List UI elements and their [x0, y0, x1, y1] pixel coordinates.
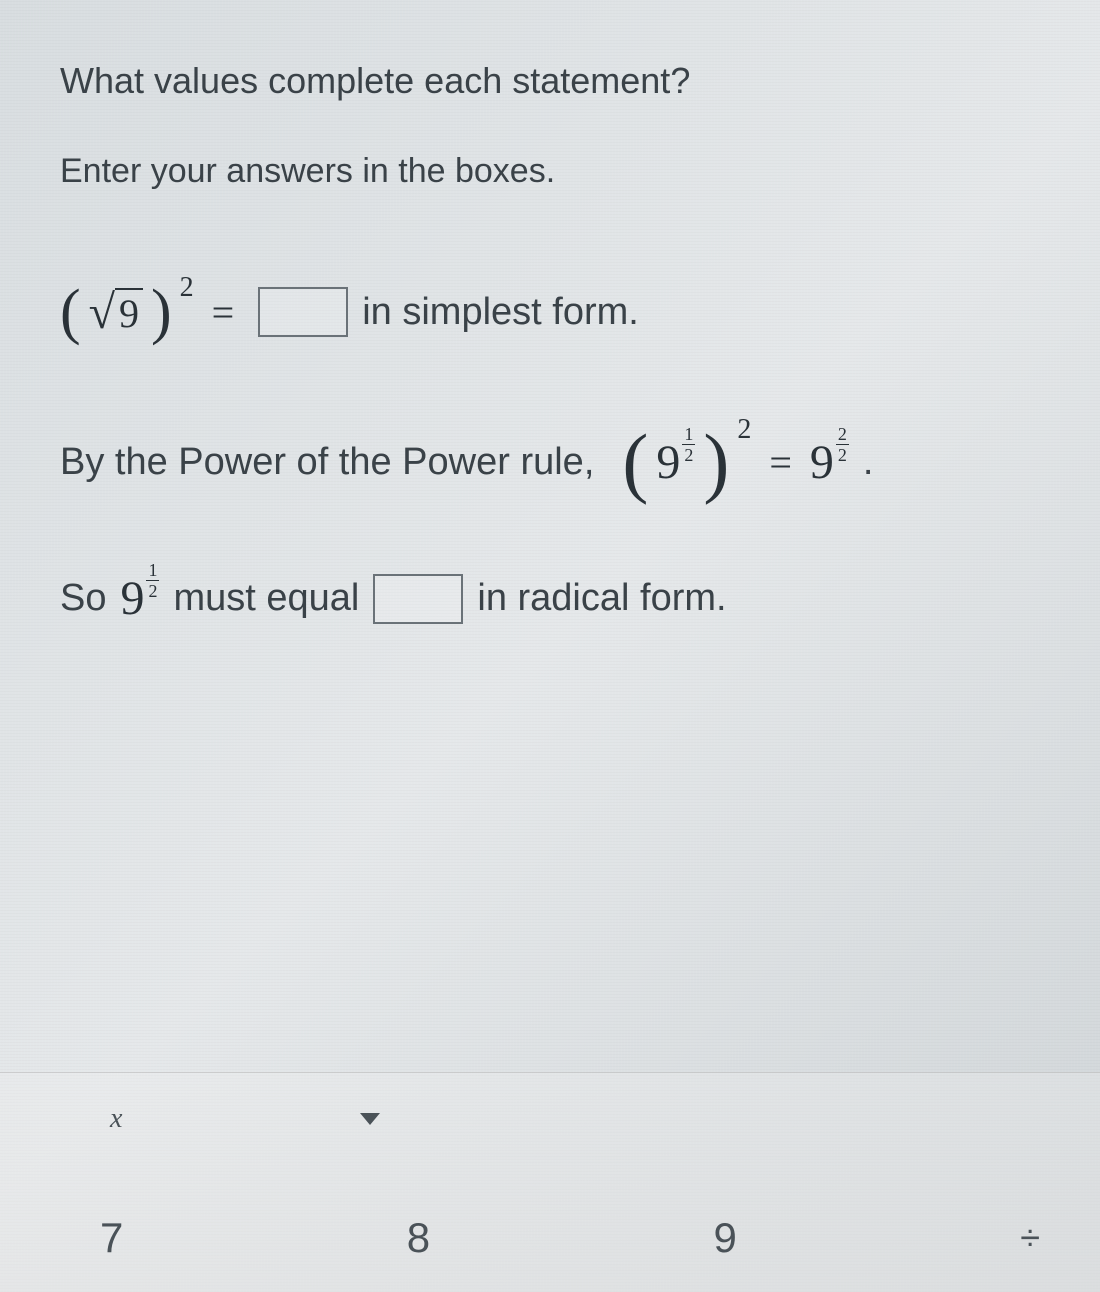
- sqrt-symbol: √: [89, 285, 115, 340]
- num-keys-row: 7 8 9 ÷: [100, 1214, 1040, 1262]
- answer-box-1[interactable]: [258, 287, 348, 337]
- result-base: 9: [810, 435, 834, 490]
- outer-exponent: 2: [737, 414, 751, 446]
- line1-after-text: in simplest form.: [362, 291, 639, 334]
- equals-sign-2: =: [769, 439, 792, 486]
- base-exp-result: 9 2 2: [810, 435, 849, 490]
- math-line-2: By the Power of the Power rule, ( 9 1 2 …: [60, 423, 1050, 501]
- must-equal-text: must equal: [173, 577, 359, 620]
- base-exp-3: 9 1 2: [120, 571, 159, 626]
- key-7[interactable]: 7: [100, 1214, 123, 1262]
- keyboard-area: x 7 8 9 ÷: [0, 1072, 1100, 1292]
- base-inner: 9: [656, 435, 680, 490]
- frac-exp-result: 2 2: [836, 425, 849, 464]
- line2-before-text: By the Power of the Power rule,: [60, 441, 594, 484]
- close-paren-2: ): [703, 423, 729, 501]
- sqrt-expression: √ 9: [89, 285, 143, 340]
- inner-exp-num: 1: [682, 425, 695, 445]
- inner-exp-den: 2: [684, 445, 693, 464]
- line3-after-text: in radical form.: [477, 577, 726, 620]
- answer-box-2[interactable]: [373, 574, 463, 624]
- base-3: 9: [120, 571, 144, 626]
- key-8[interactable]: 8: [407, 1214, 430, 1262]
- open-paren: (: [60, 281, 81, 343]
- equals-sign: =: [212, 289, 235, 336]
- close-paren: ): [151, 281, 172, 343]
- dropdown-arrow-icon[interactable]: [360, 1113, 380, 1125]
- radicand: 9: [115, 288, 143, 337]
- x-key[interactable]: x: [110, 1103, 122, 1135]
- instruction-text: Enter your answers in the boxes.: [60, 152, 1050, 191]
- frac-exp-inner: 1 2: [682, 425, 695, 464]
- base-exp-inner: 9 1 2: [656, 435, 695, 490]
- result-exp-den: 2: [838, 445, 847, 464]
- exp3-den: 2: [148, 581, 157, 600]
- so-text: So: [60, 577, 106, 620]
- open-paren-2: (: [622, 423, 648, 501]
- math-line-3: So 9 1 2 must equal in radical form.: [60, 571, 1050, 626]
- exponent: 2: [180, 272, 194, 304]
- line2-period: .: [863, 441, 874, 484]
- exp3-num: 1: [146, 561, 159, 581]
- result-exp-num: 2: [836, 425, 849, 445]
- math-line-1: ( √ 9 ) 2 = in simplest form.: [60, 281, 1050, 343]
- key-9[interactable]: 9: [713, 1214, 736, 1262]
- key-divide[interactable]: ÷: [1020, 1217, 1040, 1259]
- question-title: What values complete each statement?: [60, 60, 1050, 102]
- frac-exp-3: 1 2: [146, 561, 159, 600]
